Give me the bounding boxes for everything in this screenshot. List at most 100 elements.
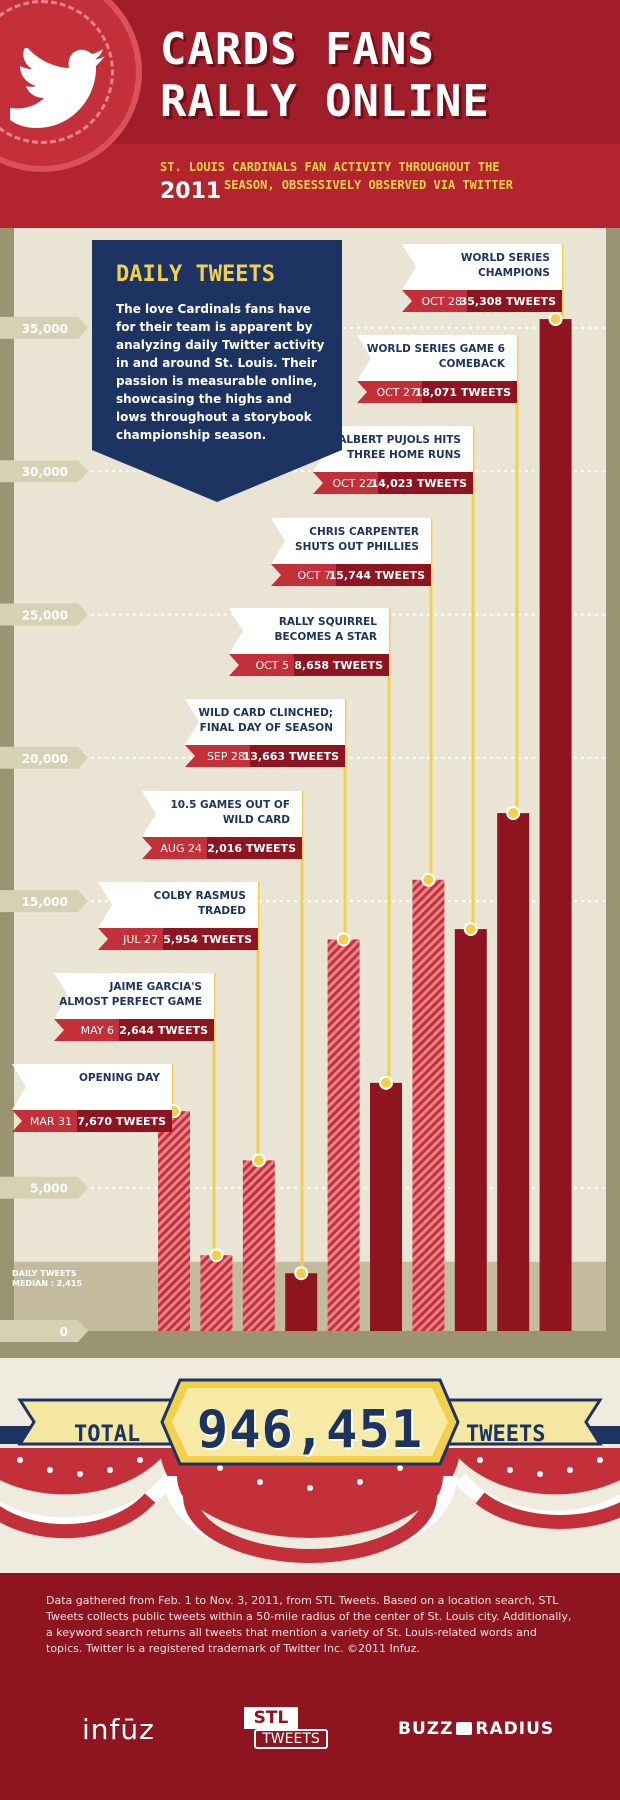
bar-marker	[379, 1075, 393, 1090]
event-date: AUG 24	[160, 842, 202, 855]
event-label: OPENING DAY	[79, 1072, 160, 1084]
event-label: BECOMES A STAR	[274, 631, 377, 643]
bar-marker	[421, 872, 436, 887]
y-tick-label: 35,000	[22, 322, 68, 336]
median-label-line-1: DAILY TWEETS	[12, 1269, 77, 1278]
intro-banner-shape	[92, 240, 342, 502]
bar	[242, 1160, 275, 1331]
page-title: CARDS FANS RALLY ONLINE	[160, 24, 600, 128]
header: CARDS FANS RALLY ONLINE ST. LOUIS CARDIN…	[0, 0, 620, 228]
stl-tweets-logo: STL TWEETS	[244, 1707, 328, 1751]
flag-value-bg	[467, 290, 562, 312]
bar	[539, 319, 572, 1331]
event-value: 35,308 TWEETS	[460, 295, 556, 308]
event-date: MAY 6	[81, 1024, 114, 1037]
flag-value-bg	[422, 381, 517, 403]
bar	[497, 813, 530, 1331]
bars	[158, 319, 572, 1331]
flag-value-bg	[119, 1019, 214, 1041]
subtitle-line-2: SEASON, OBSESSIVELY OBSERVED VIA TWITTER	[224, 178, 513, 192]
event-date: JUL 27	[122, 933, 158, 946]
event-value: 5,954 TWEETS	[163, 933, 252, 946]
flag-value-bg	[207, 837, 302, 859]
flag-card	[142, 791, 302, 837]
y-tick-tab	[0, 603, 88, 626]
flag-card	[185, 699, 345, 745]
bar-marker	[336, 932, 351, 947]
bar	[370, 1082, 402, 1331]
buzz-text: BUZZ	[398, 1719, 454, 1739]
median-label-line-2: MEDIAN : 2,415	[12, 1279, 82, 1288]
event-label: CHAMPIONS	[478, 267, 550, 279]
stl-logo-top: STL	[244, 1707, 298, 1729]
speech-bubble-icon	[456, 1722, 473, 1735]
event-label: 10.5 GAMES OUT OF	[170, 799, 290, 811]
event-value: 18,071 TWEETS	[415, 386, 511, 399]
subtitle-line-1: ST. LOUIS CARDINALS FAN ACTIVITY THROUGH…	[160, 160, 500, 174]
bar	[200, 1255, 233, 1331]
event-label: ALMOST PERFECT GAME	[59, 996, 202, 1008]
subtitle-year: 2011	[160, 179, 222, 204]
bar-marker	[209, 1248, 224, 1263]
event-label: TRADED	[198, 905, 246, 917]
y-tick-tab	[0, 1320, 88, 1342]
title-line-2: RALLY ONLINE	[160, 76, 490, 127]
y-tick-label: 20,000	[22, 752, 68, 766]
event-label: WILD CARD CLINCHED;	[198, 707, 333, 719]
event-date: MAR 31	[30, 1115, 72, 1128]
radius-text: RADIUS	[475, 1719, 555, 1739]
flag-card	[357, 335, 517, 381]
event-label: RALLY SQUIRREL	[279, 616, 377, 628]
event-label: CHRIS CARPENTER	[309, 526, 419, 538]
event-label: JAIME GARCIA'S	[108, 981, 202, 993]
event-value: 2,644 TWEETS	[119, 1024, 208, 1037]
event-value: 13,663 TWEETS	[243, 750, 339, 763]
twitter-bird-icon	[10, 48, 105, 128]
total-suffix: TWEETS	[466, 1422, 546, 1447]
bar	[454, 929, 487, 1331]
bar-marker	[548, 312, 563, 327]
baseline-floor	[14, 1331, 606, 1358]
event-label: FINAL DAY OF SEASON	[200, 722, 333, 734]
intro-body: The love Cardinals fans have for their t…	[116, 302, 325, 442]
event-value: 8,658 TWEETS	[294, 659, 383, 672]
infuz-logo: infūz	[82, 1713, 155, 1746]
flag-value-bg	[250, 745, 345, 767]
title-line-1: CARDS FANS	[160, 24, 435, 75]
event-date: OCT 27	[376, 386, 417, 399]
bar	[412, 879, 445, 1331]
y-tick-label: 15,000	[22, 895, 68, 909]
buzz-radius-logo: BUZZ RADIUS	[398, 1719, 554, 1739]
flag-value-bg	[163, 928, 258, 950]
flag-value-bg	[294, 654, 389, 676]
event-label: WORLD SERIES	[461, 252, 550, 264]
bar	[327, 939, 360, 1331]
bar	[285, 1273, 318, 1331]
event-date: SEP 28	[207, 750, 245, 763]
footer: Data gathered from Feb. 1 to Nov. 3, 201…	[0, 1573, 620, 1800]
footer-note: Data gathered from Feb. 1 to Nov. 3, 201…	[46, 1594, 572, 1655]
y-tick-label: 0	[60, 1325, 68, 1339]
bunting-and-ribbon	[0, 1358, 620, 1573]
flag-card	[12, 1064, 172, 1110]
flag-card	[271, 518, 431, 564]
event-label: WORLD SERIES GAME 6	[367, 343, 505, 355]
total-label: TOTAL	[74, 1422, 141, 1447]
bar-marker	[251, 1153, 266, 1168]
event-label: COLBY RASMUS	[154, 890, 246, 902]
event-date: OCT 22	[332, 477, 373, 490]
bar-marker	[506, 806, 521, 821]
event-date: OCT 5	[255, 659, 289, 672]
total-value: 946,451	[196, 1400, 424, 1460]
event-value: 15,744 TWEETS	[329, 569, 425, 582]
event-date: OCT 28	[421, 295, 462, 308]
bar-marker	[294, 1266, 309, 1281]
y-tick-label: 30,000	[22, 465, 68, 479]
event-value: 2,016 TWEETS	[207, 842, 296, 855]
y-tick-label: 5,000	[30, 1182, 68, 1196]
event-flags: OPENING DAY MAR 31 7,670 TWEETS JAIME GARCI…	[12, 244, 564, 1281]
flag-card	[98, 882, 258, 928]
event-label: COMEBACK	[439, 358, 506, 370]
bar	[158, 1111, 190, 1331]
